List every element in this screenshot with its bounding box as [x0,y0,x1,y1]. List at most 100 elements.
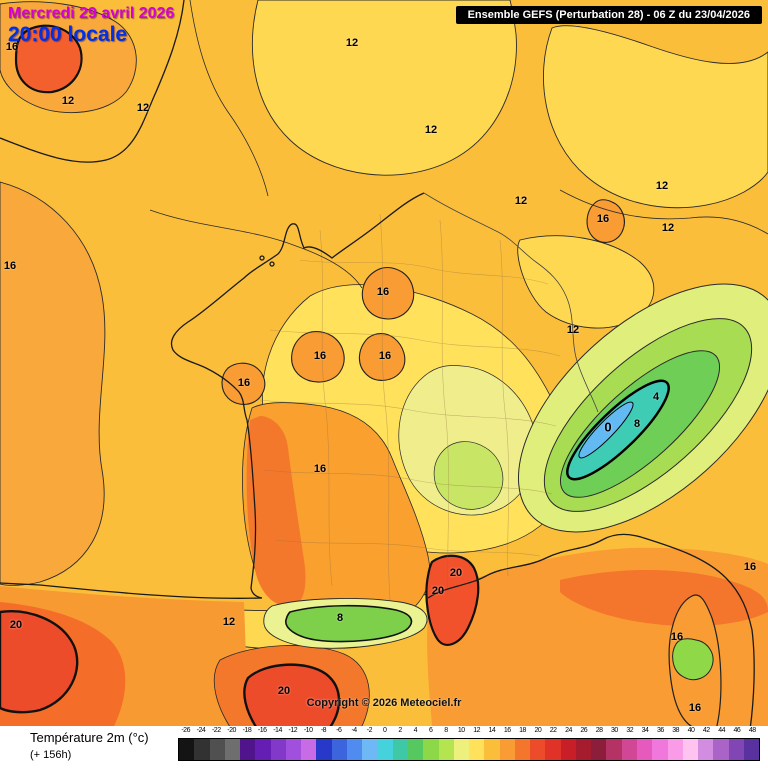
colorbar-tick: 24 [565,727,572,734]
colorbar-tick: -20 [227,727,236,734]
hot-spot-uk [14,24,83,94]
colorbar-cell [346,739,363,760]
colorbar-cell [285,739,302,760]
alps-cold-band [517,283,768,533]
colorbar-tick: -12 [288,727,298,734]
colorbar-tick: -26 [181,727,190,734]
colorbar-cell [621,739,637,760]
colorbar-tick: 2 [398,727,402,734]
legend-titles: Température 2m (°c) (+ 156h) [30,727,178,766]
colorbar-tick: 38 [672,727,680,734]
colorbar-tick: 44 [718,727,725,734]
colorbar-tick: 4 [413,727,418,734]
colorbar-cell [240,739,256,760]
colorbar-cell [469,739,485,760]
colorbar-cell [575,739,592,760]
colorbar-cell [331,739,347,760]
colorbar-cell [743,739,760,760]
colorbar-cell [560,739,576,760]
colorbar-cell [682,739,699,760]
colorbar-cell [484,739,500,760]
colorbar-cell [301,739,317,760]
colorbar-cell [713,739,729,760]
pyrenees-cold-strip [263,598,428,649]
colorbar-cell [545,739,561,760]
colorbar-cell [530,739,546,760]
colorbar-tick: 12 [473,727,480,734]
colorbar-tick: 22 [549,727,557,734]
valid-time-block: Mercredi 29 avril 2026 20:00 locale [8,5,174,46]
colorbar-tick: 32 [626,727,634,734]
colorbar-tick: -10 [303,727,313,734]
colorbar-cell [179,739,195,760]
colorbar-tick: 0 [383,727,387,734]
aquitaine-coast-hot [246,416,306,607]
colorbar-tick: 28 [595,727,603,734]
colorbar-tick: 48 [748,727,756,734]
colorbar-tick: -14 [273,727,282,734]
corsica [668,594,722,731]
colorbar-cell [407,739,424,760]
colorbar-cell [423,739,439,760]
colorbar-tick: 16 [503,727,511,734]
department-borders [259,213,561,601]
colorbar-cell [698,739,714,760]
colorbar-cell [377,739,393,760]
parameter-title: Température 2m (°c) [30,730,149,745]
massif-central-green [433,441,504,510]
colorbar-cell [453,739,470,760]
colorbar-cell [667,739,683,760]
colorbar-tick: 30 [611,727,618,734]
valid-hour: 20:00 locale [8,22,128,46]
colorbar-tick: 40 [687,727,695,734]
colorbar-cell [728,739,744,760]
colorbar-tick: 46 [733,727,741,734]
colorbar-cell [316,739,332,760]
colorbar-cell-row [178,738,760,761]
colorbar-cell [652,739,668,760]
country-borders [423,192,599,413]
colorbar-cell [514,739,531,760]
colorbar-cell [224,739,241,760]
temperature-colorbar: -26 -24 -22 -20 -18 -16 -14 -12 -10 -8 -6 -4 -2 0 2 4 6 8… [178,727,760,766]
colorbar-cell [392,739,408,760]
colorbar-tick: -24 [196,727,206,734]
colorbar-cell [209,739,225,760]
colorbar-tick: 10 [457,727,465,734]
colorbar-tick: -22 [211,727,221,734]
colorbar-tick: -18 [242,727,252,734]
coastlines [0,0,755,731]
copyright-notice: Copyright © 2026 Meteociel.fr [306,697,462,709]
colorbar-cell [438,739,454,760]
colorbar-cell [194,739,210,760]
legend-footer: Température 2m (°c) (+ 156h) -26 -24 -22 -2… [0,726,768,768]
colorbar-tick: 6 [428,727,433,734]
valid-date: Mercredi 29 avril 2026 [8,5,175,22]
model-run-info: Ensemble GEFS (Perturbation 28) - 06 Z d… [455,6,762,24]
colorbar-cell [362,739,378,760]
forecast-lead-time: (+ 156h) [30,749,72,761]
colorbar-tick: -16 [257,727,267,734]
colorbar-tick: -8 [320,727,327,734]
colorbar-tick: 36 [656,727,664,734]
colorbar-cell [606,739,622,760]
warm-spots [221,199,625,405]
colorbar-tick: 42 [702,727,710,734]
colorbar-tick: 14 [488,727,496,734]
colorbar-tick-row: -26 -24 -22 -20 -18 -16 -14 -12 -10 -8 -6 -4 -2 0 2 4 6 8… [178,727,760,738]
colorbar-cell [636,739,653,760]
colorbar-tick: 26 [580,727,588,734]
colorbar-tick: 18 [519,727,526,734]
colorbar-cell [591,739,607,760]
colorbar-tick: -6 [336,727,342,734]
colorbar-tick: 34 [641,727,649,734]
colorbar-tick: 20 [534,727,542,734]
colorbar-tick: -2 [366,727,373,734]
isotherm-contours [149,0,768,289]
colorbar-cell [499,739,515,760]
colorbar-tick: -4 [351,727,357,734]
colorbar-tick: 8 [444,727,448,734]
colorbar-cell [270,739,286,760]
